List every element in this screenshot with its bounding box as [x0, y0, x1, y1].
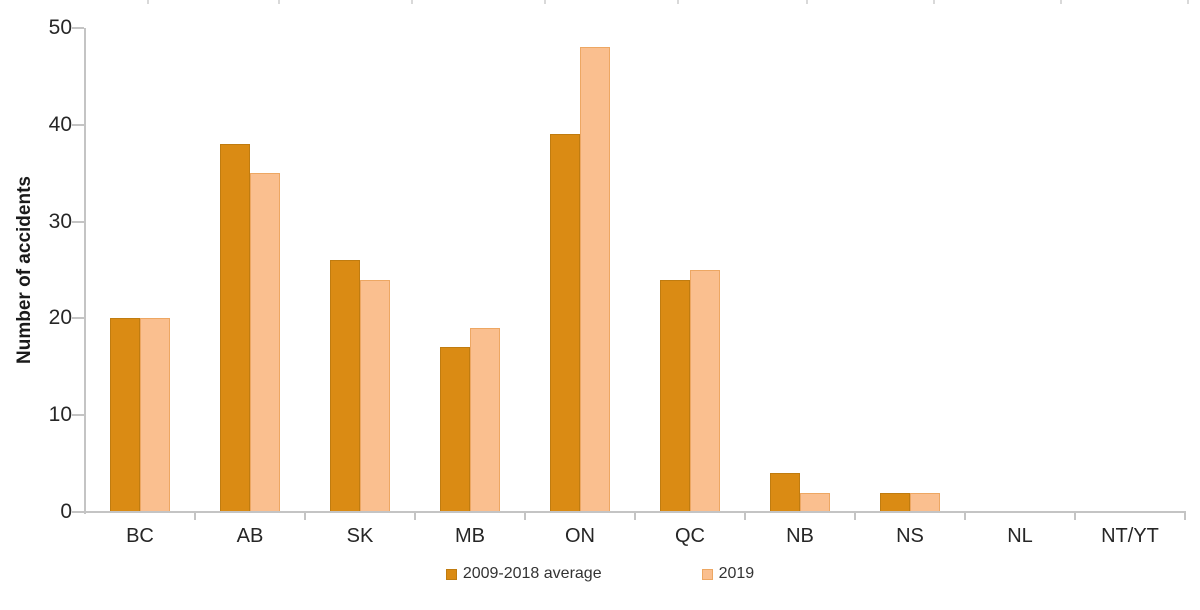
bar-2009-2018-average-BC — [110, 318, 140, 512]
x-axis-category-label: NB — [786, 525, 814, 547]
bar-2009-2018-average-NS — [880, 492, 910, 512]
x-axis-category-label: BC — [126, 525, 154, 547]
x-axis-tick — [414, 513, 416, 520]
bar-2009-2018-average-ON — [550, 134, 580, 512]
x-axis-category-label: QC — [675, 525, 705, 547]
x-axis-category-label: AB — [236, 525, 264, 547]
top-edge-tick — [1187, 0, 1189, 4]
y-axis-tick-label: 20 — [48, 306, 72, 330]
bar-2019-MB — [470, 328, 500, 512]
x-axis-tick — [634, 513, 636, 520]
x-axis-category-label: SK — [346, 525, 374, 547]
x-axis-tick — [854, 513, 856, 520]
y-axis-tick-label: 30 — [48, 209, 72, 233]
top-edge-tick — [677, 0, 679, 4]
bar-2019-BC — [140, 318, 170, 512]
bar-2019-NB — [800, 492, 830, 512]
bar-2019-QC — [690, 270, 720, 512]
y-axis-tick — [72, 123, 84, 126]
y-axis-tick-label: 0 — [60, 500, 72, 523]
top-edge-tick — [544, 0, 546, 4]
x-axis-tick — [964, 513, 966, 520]
x-axis-category-label: NS — [896, 525, 924, 547]
x-axis-line — [84, 511, 1186, 513]
x-axis-tick — [524, 513, 526, 520]
top-edge-tick — [411, 0, 413, 4]
x-axis-tick — [1074, 513, 1076, 520]
bar-2019-AB — [250, 173, 280, 512]
y-axis-tick — [72, 317, 84, 320]
legend-swatch-2019 — [701, 568, 713, 580]
x-axis-category-label: ON — [565, 525, 595, 547]
bar-2009-2018-average-MB — [440, 347, 470, 512]
bar-2009-2018-average-QC — [660, 279, 690, 512]
x-axis-category-label: MB — [455, 525, 485, 547]
y-axis-tick — [72, 27, 84, 29]
top-edge-tick — [147, 0, 149, 4]
y-axis-tick — [72, 414, 84, 417]
top-edge-tick — [933, 0, 935, 4]
chart-legend: 2009-2018 average 2019 — [0, 565, 1200, 583]
top-edge-tick — [1060, 0, 1062, 4]
y-axis-tick-label: 10 — [48, 403, 72, 427]
legend-label-2009-2018-average: 2009-2018 average — [462, 565, 602, 582]
bar-2019-SK — [360, 279, 390, 512]
top-edge-tick — [278, 0, 280, 4]
x-axis-category-label: NL — [1007, 525, 1033, 547]
x-axis-tick — [744, 513, 746, 520]
top-edge-tick — [806, 0, 808, 4]
x-axis-category-label: NT/YT — [1101, 525, 1159, 547]
y-axis-tick-label: 50 — [48, 16, 72, 39]
y-axis-line — [84, 28, 86, 514]
y-axis-tick — [72, 511, 84, 513]
y-axis-tick-label: 40 — [48, 112, 72, 136]
x-axis-tick — [194, 513, 196, 520]
y-axis-tick — [72, 220, 84, 223]
bar-2009-2018-average-AB — [220, 144, 250, 512]
x-axis-tick — [1184, 513, 1186, 520]
legend-swatch-2009-2018-average — [445, 568, 457, 580]
bar-2009-2018-average-SK — [330, 260, 360, 512]
bar-2019-NS — [910, 492, 940, 512]
bar-2009-2018-average-NB — [770, 473, 800, 512]
x-axis-tick — [304, 513, 306, 520]
legend-label-2019: 2019 — [718, 565, 755, 582]
bar-2019-ON — [580, 47, 610, 512]
